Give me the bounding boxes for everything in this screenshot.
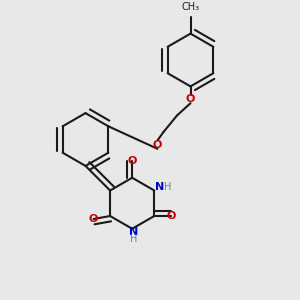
Text: H: H [164,182,171,193]
Text: H: H [130,234,137,244]
Text: CH₃: CH₃ [182,2,200,12]
Text: O: O [153,140,162,150]
Text: O: O [128,156,137,166]
Text: N: N [155,182,164,193]
Text: N: N [129,227,138,237]
Text: O: O [166,211,176,221]
Text: O: O [186,94,195,104]
Text: O: O [89,214,98,224]
